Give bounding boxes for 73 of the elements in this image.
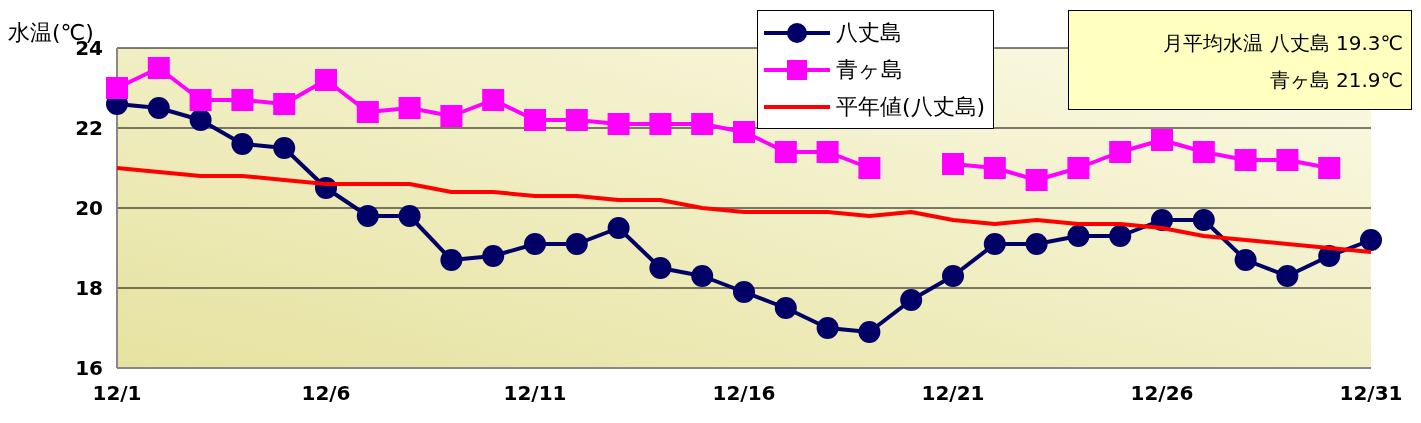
point	[1318, 157, 1341, 179]
point	[691, 265, 714, 287]
point	[942, 153, 964, 175]
point	[189, 89, 212, 111]
point	[482, 89, 505, 111]
point	[147, 97, 170, 119]
point	[273, 93, 296, 115]
point	[315, 69, 337, 91]
annotation: 月平均水温 八丈島 19.3℃	[1162, 30, 1403, 57]
point	[691, 113, 714, 135]
point	[900, 289, 923, 311]
x-tick-label: 12/16	[712, 381, 776, 406]
legend-label: 八丈島	[836, 18, 902, 47]
y-tick-label: 18	[75, 276, 103, 301]
x-tick-label: 12/31	[1339, 381, 1403, 406]
point	[565, 109, 588, 131]
point	[524, 233, 546, 255]
annotation: 青ヶ島 21.9℃	[1268, 67, 1403, 94]
point	[607, 113, 630, 135]
point	[816, 317, 839, 339]
x-tick-label: 12/26	[1130, 381, 1194, 406]
point	[1109, 225, 1132, 247]
point	[356, 101, 379, 123]
point	[231, 89, 254, 111]
point	[440, 105, 463, 127]
point	[231, 133, 254, 155]
point	[1192, 141, 1215, 163]
point	[1025, 233, 1048, 255]
point	[1234, 149, 1257, 171]
point	[524, 109, 546, 131]
note-box: 月平均水温 八丈島 19.3℃ 青ヶ島 21.9℃	[1068, 10, 1412, 110]
point	[106, 77, 128, 99]
point	[273, 137, 296, 159]
x-tick-label: 12/6	[301, 381, 351, 406]
point	[1360, 229, 1382, 251]
point	[858, 321, 881, 343]
point	[983, 157, 1006, 179]
y-tick-label: 22	[75, 116, 103, 141]
point	[189, 109, 212, 131]
point	[1109, 141, 1132, 163]
point	[1234, 249, 1257, 271]
legend-label: 平年値(八丈島)	[836, 92, 986, 121]
point	[983, 233, 1006, 255]
point	[649, 257, 672, 279]
point	[1067, 157, 1090, 179]
point	[733, 121, 755, 143]
point	[1151, 129, 1173, 151]
point	[858, 157, 881, 179]
x-tick-label: 12/1	[92, 381, 142, 406]
point	[607, 217, 630, 239]
legend-label: 青ヶ島	[836, 55, 903, 84]
point	[816, 141, 839, 163]
point	[774, 141, 797, 163]
point	[398, 205, 421, 227]
point	[1192, 209, 1215, 231]
y-tick-label: 20	[75, 196, 103, 221]
point	[356, 205, 379, 227]
point	[649, 113, 672, 135]
point	[482, 245, 505, 267]
x-tick-label: 12/11	[503, 381, 567, 406]
point	[147, 57, 170, 79]
point	[1067, 225, 1090, 247]
point	[774, 297, 797, 319]
point	[440, 249, 463, 271]
point	[942, 265, 964, 287]
point	[565, 233, 588, 255]
y-tick-label: 16	[75, 356, 103, 381]
x-tick-label: 12/21	[921, 381, 985, 406]
point	[1276, 149, 1299, 171]
point	[398, 97, 421, 119]
point	[1276, 265, 1299, 287]
point	[1025, 169, 1048, 191]
point	[733, 281, 755, 303]
